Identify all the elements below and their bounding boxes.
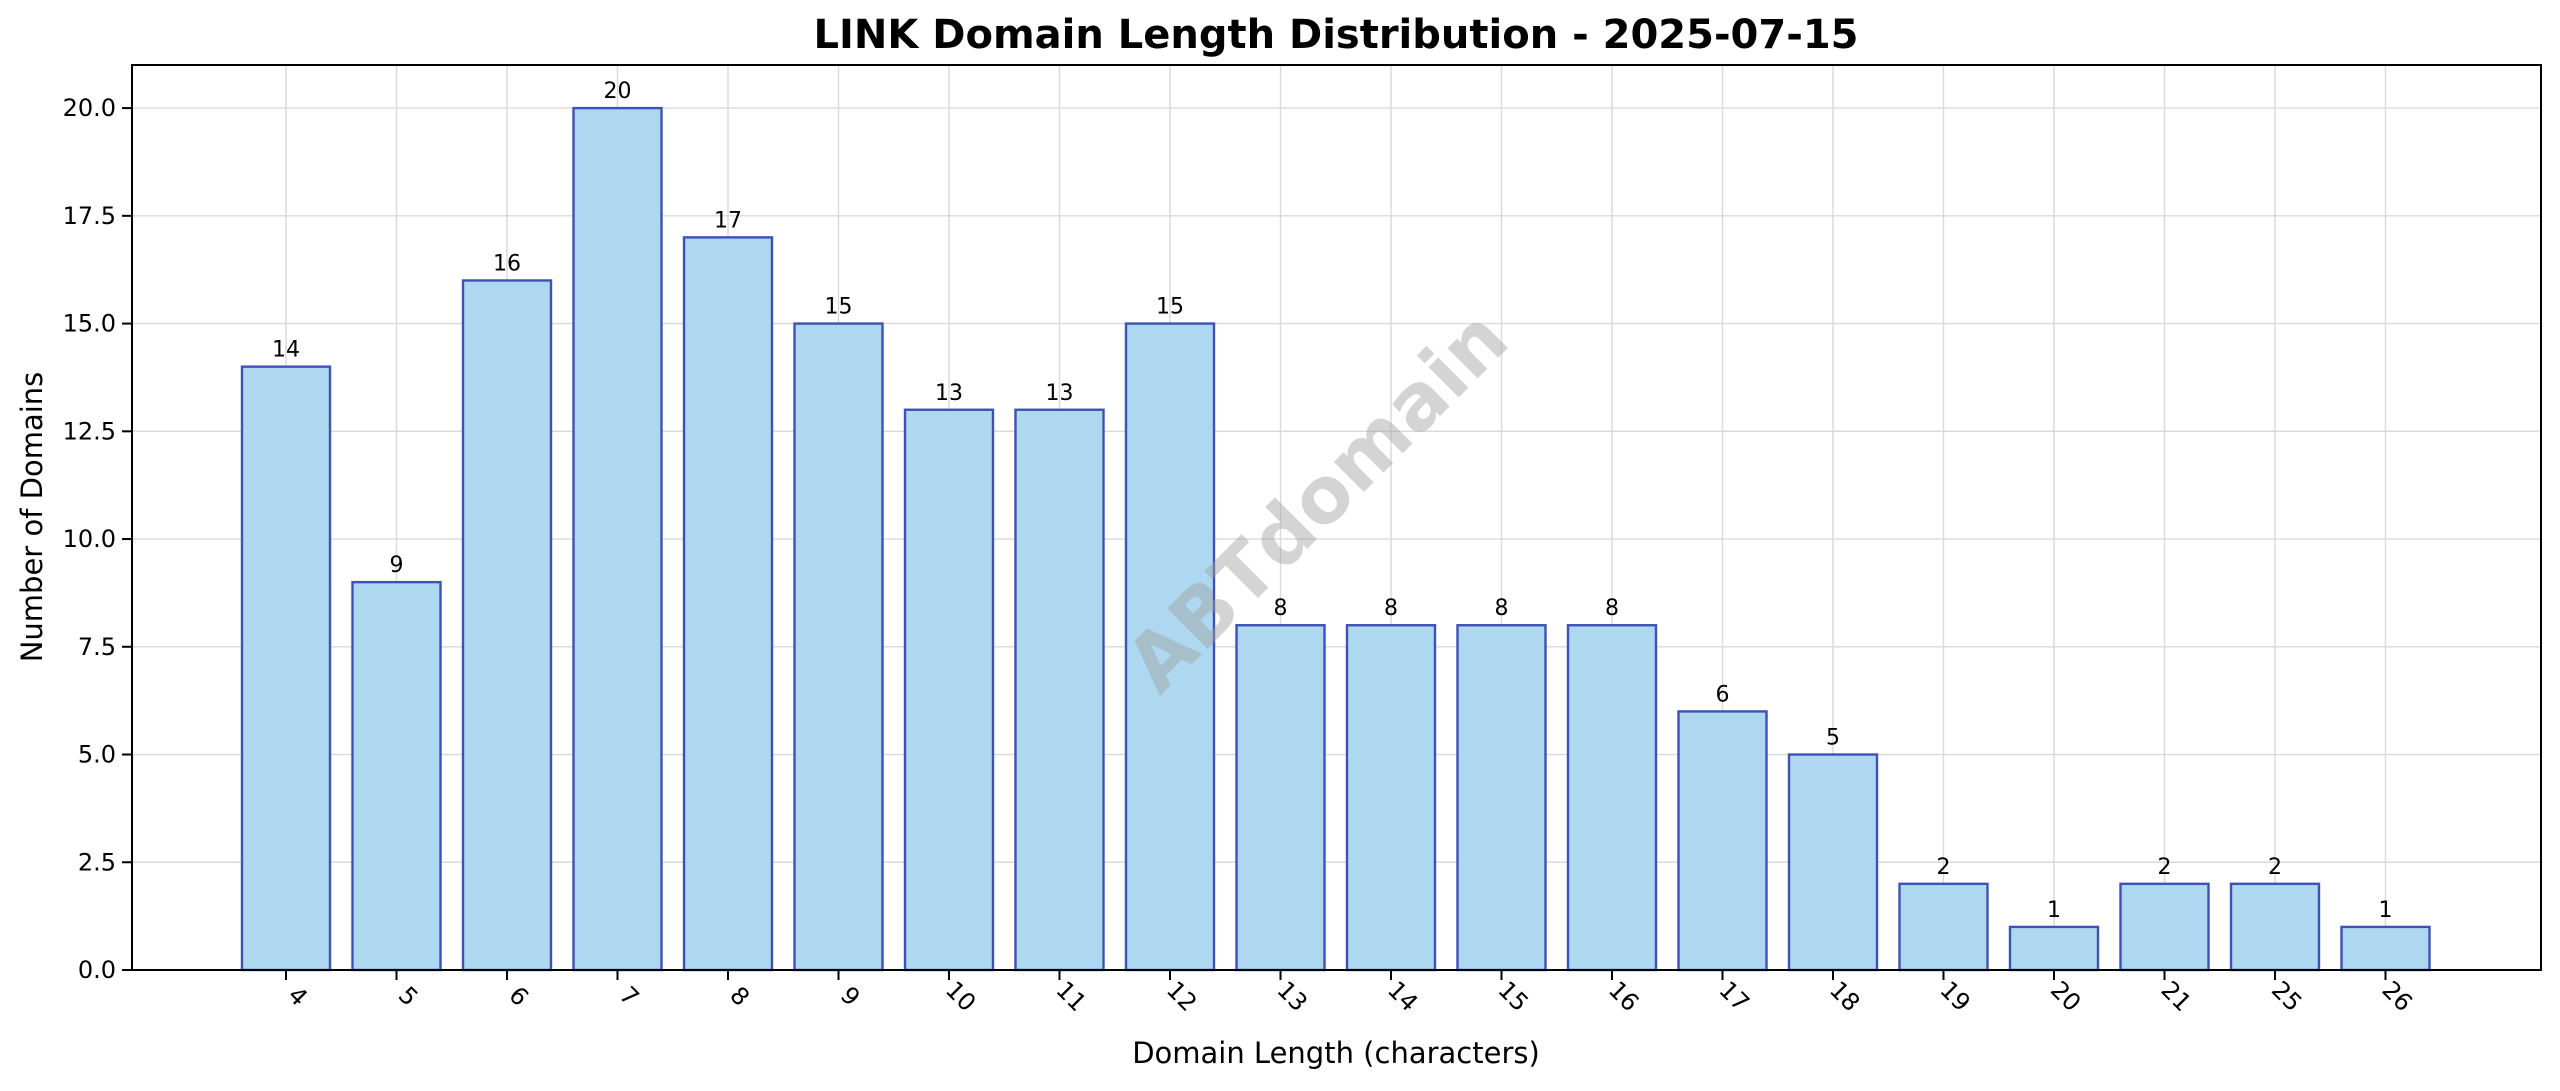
x-tick-label-4: 4 xyxy=(282,981,313,1012)
x-tick-label-25: 25 xyxy=(2266,976,2307,1017)
bar-18 xyxy=(1787,753,1879,972)
data-label-5: 9 xyxy=(390,553,404,578)
x-tick-label-5: 5 xyxy=(393,981,424,1012)
bar-11 xyxy=(1014,408,1105,972)
x-axis-label: Domain Length (characters) xyxy=(1132,1036,1540,1070)
y-tick-label: 5.0 xyxy=(78,741,116,769)
bar-16 xyxy=(1566,624,1658,972)
x-tick-label-11: 11 xyxy=(1050,976,1091,1017)
plot-frame xyxy=(131,64,2542,971)
x-tick-label-18: 18 xyxy=(1824,976,1865,1017)
data-label-12: 15 xyxy=(1156,295,1184,320)
x-tick-label-12: 12 xyxy=(1161,976,1202,1017)
x-tick-label-7: 7 xyxy=(614,981,645,1012)
y-tick-label: 20.0 xyxy=(63,94,116,122)
bar-20 xyxy=(2008,925,2100,972)
bar-5 xyxy=(351,580,442,972)
x-tick-label-26: 26 xyxy=(2376,976,2417,1017)
bar-15 xyxy=(1456,624,1547,972)
bar-25 xyxy=(2229,882,2321,972)
data-label-21: 2 xyxy=(2158,855,2172,880)
y-tick-label: 12.5 xyxy=(63,417,116,445)
bar-13 xyxy=(1235,624,1326,972)
bar-7 xyxy=(572,106,663,972)
bar-19 xyxy=(1898,882,1989,972)
x-tick-label-19: 19 xyxy=(1934,976,1975,1017)
data-label-16: 8 xyxy=(1605,596,1619,621)
y-axis-label: Number of Domains xyxy=(15,372,49,663)
bar-12 xyxy=(1124,322,1216,972)
data-label-7: 20 xyxy=(604,79,632,104)
data-label-10: 13 xyxy=(935,381,963,406)
bar-17 xyxy=(1677,710,1768,972)
x-tick-label-6: 6 xyxy=(503,981,534,1012)
data-label-26: 1 xyxy=(2379,898,2393,923)
data-labels: 14 9 16 20 17 15 13 13 15 8 8 8 8 6 5 2 1 2 2 1 xyxy=(272,79,2393,923)
x-axis-ticks: 4 5 6 7 8 9 10 11 12 13 14 15 16 17 18 19 20 21 25 26 xyxy=(282,970,2418,1017)
y-tick-label: 17.5 xyxy=(63,202,116,230)
x-tick-label-9: 9 xyxy=(835,981,866,1012)
y-tick-label: 15.0 xyxy=(63,310,116,338)
x-tick-label-13: 13 xyxy=(1271,976,1312,1017)
y-tick-label: 2.5 xyxy=(78,848,116,876)
data-label-17: 6 xyxy=(1716,682,1730,707)
x-tick-label-15: 15 xyxy=(1492,976,1533,1017)
data-label-11: 13 xyxy=(1046,381,1074,406)
data-label-20: 1 xyxy=(2047,898,2061,923)
data-label-8: 17 xyxy=(714,208,742,233)
bar-26 xyxy=(2340,925,2431,972)
bars xyxy=(240,106,2431,972)
bar-21 xyxy=(2119,882,2210,972)
y-axis-ticks: 0.0 2.5 5.0 7.5 10.0 12.5 15.0 17.5 20.0 xyxy=(63,94,132,984)
data-label-4: 14 xyxy=(272,338,300,363)
x-tick-label-8: 8 xyxy=(724,981,755,1012)
data-label-13: 8 xyxy=(1274,596,1288,621)
data-label-14: 8 xyxy=(1384,596,1398,621)
bar-8 xyxy=(682,236,774,972)
x-tick-label-14: 14 xyxy=(1382,976,1423,1017)
data-label-19: 2 xyxy=(1937,855,1951,880)
bar-6 xyxy=(461,279,553,972)
y-tick-label: 0.0 xyxy=(78,956,116,984)
bar-9 xyxy=(793,322,884,972)
x-tick-label-21: 21 xyxy=(2155,976,2196,1017)
data-label-9: 15 xyxy=(825,295,853,320)
bar-4 xyxy=(240,365,332,972)
data-label-15: 8 xyxy=(1495,596,1509,621)
x-tick-label-17: 17 xyxy=(1713,976,1754,1017)
y-tick-label: 10.0 xyxy=(63,525,116,553)
data-label-6: 16 xyxy=(493,251,521,276)
x-tick-label-20: 20 xyxy=(2045,976,2086,1017)
bar-14 xyxy=(1345,624,1437,972)
bar-10 xyxy=(903,408,995,972)
x-tick-label-10: 10 xyxy=(940,976,981,1017)
chart-title: LINK Domain Length Distribution - 2025-0… xyxy=(814,12,1859,58)
x-tick-label-16: 16 xyxy=(1603,976,1644,1017)
data-label-18: 5 xyxy=(1826,726,1840,751)
data-label-25: 2 xyxy=(2268,855,2282,880)
y-tick-label: 7.5 xyxy=(78,633,116,661)
